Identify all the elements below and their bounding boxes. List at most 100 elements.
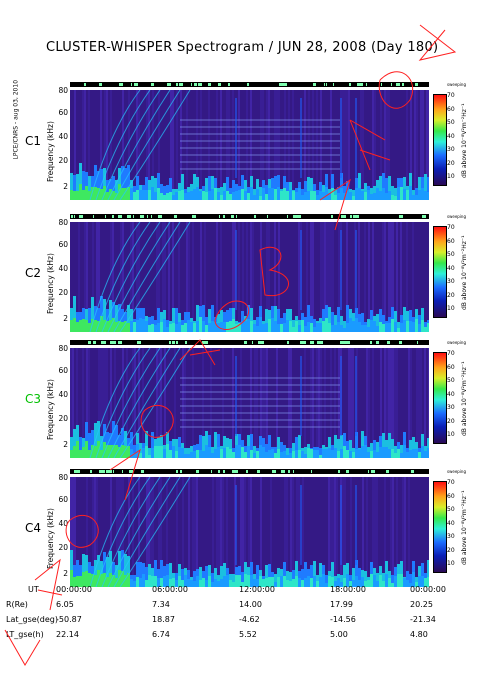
- colorbar-tick: 60: [447, 105, 455, 113]
- status-mark: [342, 215, 345, 218]
- status-mark: [74, 470, 77, 473]
- heatmap-c3: [70, 348, 429, 458]
- y-tick-label: 2: [63, 182, 68, 191]
- status-mark: [218, 83, 221, 86]
- status-mark: [387, 341, 390, 344]
- y-tick-label: 60: [58, 240, 68, 249]
- y-tick-label: 40: [58, 132, 68, 141]
- y-tick-label: 80: [58, 344, 68, 353]
- heatmap-c1: [70, 90, 429, 200]
- satellite-label: C3: [25, 392, 42, 406]
- y-axis-label: Frequency (kHz): [46, 121, 55, 182]
- status-mark: [417, 341, 418, 344]
- status-mark: [136, 83, 137, 86]
- colorbar-tick: 30: [447, 533, 455, 540]
- colorbar-tick: 40: [447, 390, 455, 398]
- status-mark: [105, 215, 106, 218]
- status-mark: [99, 470, 101, 473]
- status-mark: [311, 470, 312, 473]
- colorbar-tick: 60: [447, 237, 455, 245]
- status-mark: [235, 470, 238, 473]
- status-mark: [287, 341, 289, 344]
- status-mark: [211, 470, 212, 473]
- colorbar-tick: 20: [447, 546, 455, 554]
- colorbar-tick: 10: [447, 560, 455, 567]
- ephemeris-value: -50.87: [56, 615, 82, 624]
- status-mark: [118, 215, 122, 218]
- spectrogram-panel: [70, 477, 429, 587]
- ephemeris-value: 4.80: [410, 630, 428, 639]
- status-mark: [403, 83, 404, 86]
- status-mark: [279, 83, 282, 86]
- ephemeris-value: 14.00: [239, 600, 262, 609]
- ephemeris-value: 00:00:00: [410, 585, 446, 594]
- status-mark: [350, 215, 352, 218]
- colorbar-tick: 10: [447, 173, 455, 180]
- status-mark: [198, 83, 202, 86]
- status-mark: [347, 341, 350, 344]
- colorbar-label: dB above 10⁻⁸V²m⁻²Hz⁻¹: [461, 103, 468, 178]
- status-mark: [231, 215, 234, 218]
- status-mark: [137, 341, 141, 344]
- status-mark: [257, 470, 260, 473]
- status-mark: [158, 215, 159, 218]
- status-mark: [133, 215, 134, 218]
- status-mark: [113, 341, 116, 344]
- status-mark: [288, 470, 290, 473]
- status-mark: [284, 83, 287, 86]
- colorbar-tick: 40: [447, 519, 455, 527]
- colorbar-tick: 30: [447, 404, 455, 411]
- status-mark: [130, 215, 131, 218]
- status-mark: [93, 215, 94, 218]
- status-mark: [310, 341, 314, 344]
- colorbar-tick: 70: [447, 224, 455, 231]
- y-axis-label: Frequency (kHz): [46, 379, 55, 440]
- colorbar-tick: 40: [447, 132, 455, 140]
- colorbar-tick: 70: [447, 92, 455, 99]
- ephemeris-value: 06:00:00: [152, 585, 188, 594]
- y-tick-label: 60: [58, 108, 68, 117]
- status-mark: [396, 83, 400, 86]
- status-mark: [293, 470, 294, 473]
- status-mark: [357, 83, 361, 86]
- status-mark: [223, 470, 225, 473]
- status-bar: [70, 82, 429, 87]
- status-mark: [180, 470, 182, 473]
- status-mark: [331, 215, 333, 218]
- heatmap-c4: [70, 477, 429, 587]
- status-mark: [167, 83, 171, 86]
- status-mark: [196, 470, 199, 473]
- status-mark: [179, 83, 183, 86]
- status-mark: [281, 470, 285, 473]
- status-mark: [185, 341, 187, 344]
- colorbar-tick: 50: [447, 251, 455, 258]
- satellite-label: C4: [25, 521, 42, 535]
- y-tick-label: 2: [63, 569, 68, 578]
- status-mark: [349, 83, 351, 86]
- status-mark: [244, 341, 247, 344]
- status-mark: [353, 215, 357, 218]
- status-mark: [112, 215, 114, 218]
- status-mark: [176, 83, 178, 86]
- status-mark: [317, 341, 319, 344]
- colorbar-tick: 10: [447, 431, 455, 438]
- status-mark: [355, 215, 359, 218]
- status-mark: [347, 470, 349, 473]
- colorbar: [433, 226, 447, 318]
- colorbar-tick: 10: [447, 305, 455, 312]
- status-mark: [247, 83, 249, 86]
- status-mark: [399, 341, 402, 344]
- colorbar: [433, 94, 447, 186]
- ephemeris-value: 18.87: [152, 615, 175, 624]
- status-mark: [110, 341, 114, 344]
- status-mark: [233, 470, 235, 473]
- status-mark: [371, 470, 375, 473]
- status-mark: [272, 470, 276, 473]
- status-mark: [169, 341, 171, 344]
- y-tick-label: 80: [58, 86, 68, 95]
- ephemeris-value: -4.62: [239, 615, 260, 624]
- status-mark: [99, 83, 102, 86]
- y-tick-label: 2: [63, 314, 68, 323]
- status-mark: [297, 215, 298, 218]
- y-tick-label: 20: [58, 543, 68, 552]
